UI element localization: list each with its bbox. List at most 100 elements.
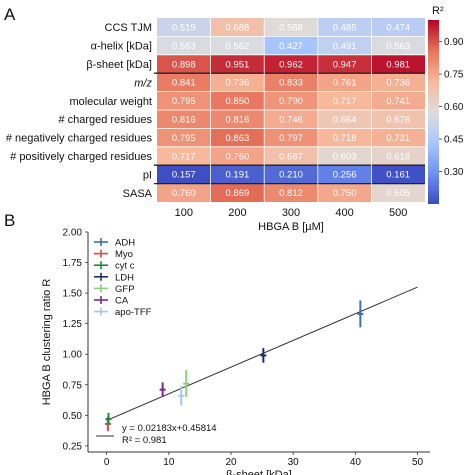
heatmap-cell-value: 0.816 xyxy=(172,115,196,126)
heatmap-cell xyxy=(264,18,318,37)
heatmap-cell-value: 0.812 xyxy=(279,188,303,199)
heatmap-cell-value: 0.485 xyxy=(333,23,357,34)
heatmap-cell-value: 0.603 xyxy=(333,151,357,162)
colorbar-tick-label: 0.75 xyxy=(444,70,464,81)
colorbar-tick-label: 0.45 xyxy=(444,135,464,146)
heatmap-cell-value: 0.588 xyxy=(279,23,303,34)
heatmap-cell xyxy=(371,73,425,92)
heatmap-cell xyxy=(210,36,265,55)
x-tick-label: 20 xyxy=(225,457,237,468)
heatmap-cell xyxy=(157,54,211,74)
heatmap-cell-value: 0.717 xyxy=(172,151,196,162)
legend-entry: GFP xyxy=(115,284,135,295)
heatmap-cell-value: 0.898 xyxy=(172,59,196,70)
heatmap-cell-value: 0.731 xyxy=(386,133,410,144)
heatmap-cell-value: 0.210 xyxy=(279,170,303,181)
x-tick-label: 30 xyxy=(288,457,300,468)
heatmap-cell-value: 0.191 xyxy=(226,170,250,181)
colorbar-label: R² xyxy=(432,5,444,17)
y-tick-label: 2.00 xyxy=(63,228,83,239)
heatmap-cell xyxy=(210,73,265,92)
heatmap-cell xyxy=(210,146,265,166)
heatmap-cell xyxy=(157,146,211,166)
legend-entry: cyt c xyxy=(115,261,135,272)
heatmap-cell-value: 0.760 xyxy=(172,188,196,199)
heatmap-row-label: SASA xyxy=(123,188,153,200)
heatmap-row-label: CCS TJM xyxy=(105,22,152,34)
heatmap-cell xyxy=(157,18,211,37)
heatmap-cell xyxy=(317,36,372,55)
heatmap-cell-value: 0.962 xyxy=(279,59,303,70)
heatmap-cell-value: 0.841 xyxy=(172,78,196,89)
heatmap-cell-value: 0.795 xyxy=(172,96,196,107)
heatmap-row-label: α-helix [kDa] xyxy=(91,41,152,53)
heatmap-cell-value: 0.161 xyxy=(386,170,410,181)
x-tick-label: 10 xyxy=(163,457,175,468)
heatmap-cell xyxy=(371,18,425,37)
heatmap-cell xyxy=(157,73,211,92)
heatmap-cell xyxy=(264,36,318,55)
y-tick-label: 0.25 xyxy=(63,441,83,452)
heatmap-cell xyxy=(264,110,318,129)
fit-line xyxy=(106,286,418,421)
heatmap-cell-value: 0.427 xyxy=(279,41,303,52)
y-tick-label: 1.75 xyxy=(63,258,83,269)
heatmap-x-tick-label: 400 xyxy=(335,207,353,219)
x-tick-label: 50 xyxy=(412,457,424,468)
heatmap-row-label: molecular weight xyxy=(69,96,152,108)
heatmap-cell xyxy=(371,165,425,184)
heatmap-cell-value: 0.761 xyxy=(333,78,357,89)
heatmap-cell-value: 0.869 xyxy=(226,188,250,199)
heatmap-cell-value: 0.746 xyxy=(279,115,303,126)
scatter-plot: 0 10 20 30 40 50 0.25 0.50 0.75 1.00 1.25 1.50 1.75 2… xyxy=(41,228,430,475)
x-axis-label: β-sheet [kDa] xyxy=(226,469,292,475)
heatmap-cell xyxy=(264,165,318,184)
heatmap-cell-value: 0.833 xyxy=(279,78,303,89)
heatmap-cell xyxy=(317,165,372,184)
heatmap-cell-value: 0.256 xyxy=(333,170,357,181)
heatmap-cell xyxy=(157,165,211,184)
heatmap-x-axis-label: HBGA B [µM] xyxy=(258,221,324,233)
heatmap-cell xyxy=(157,36,211,55)
heatmap-cell-value: 0.797 xyxy=(279,133,303,144)
heatmap-cell xyxy=(264,91,318,110)
heatmap-cell-value: 0.795 xyxy=(172,133,196,144)
legend-entry: Myo xyxy=(115,249,133,260)
heatmap-cell-value: 0.688 xyxy=(226,23,250,34)
heatmap-cell-value: 0.618 xyxy=(386,151,410,162)
heatmap-cell-value: 0.981 xyxy=(386,59,410,70)
heatmap-cell-value: 0.816 xyxy=(226,115,250,126)
heatmap-cell xyxy=(317,18,372,37)
heatmap-cell xyxy=(264,146,318,166)
heatmap-cell xyxy=(157,128,211,147)
heatmap-cell xyxy=(371,91,425,110)
heatmap-cell xyxy=(371,36,425,55)
heatmap-cell xyxy=(210,110,265,129)
heatmap-cell xyxy=(317,128,372,147)
heatmap-cell-value: 0.736 xyxy=(386,78,410,89)
colorbar-tick-label: 0.90 xyxy=(444,37,464,48)
heatmap-cell-value: 0.760 xyxy=(226,151,250,162)
legend-entry: apo-TFF xyxy=(115,307,152,318)
heatmap-cell xyxy=(317,73,372,92)
heatmap-row-label: β-sheet [kDa] xyxy=(86,59,152,71)
heatmap-cell xyxy=(264,183,318,202)
heatmap-cell xyxy=(157,183,211,202)
heatmap-cell xyxy=(371,54,425,74)
colorbar-tick-label: 0.60 xyxy=(444,102,464,113)
heatmap-cell-value: 0.562 xyxy=(226,41,250,52)
x-tick-label: 0 xyxy=(104,457,110,468)
y-axis-label: HBGA B clustering ratio R xyxy=(41,279,53,406)
heatmap-cell-value: 0.947 xyxy=(333,59,357,70)
legend-entry: CA xyxy=(115,296,129,307)
heatmap-cell xyxy=(210,54,265,74)
heatmap-cell xyxy=(317,110,372,129)
heatmap-cell-value: 0.519 xyxy=(172,23,196,34)
heatmap-cell xyxy=(371,146,425,166)
heatmap: 0.519 0.688 0.588 0.485 0.474 CCS TJM 0.563 0.5… xyxy=(6,18,425,233)
heatmap-cell-value: 0.605 xyxy=(386,188,410,199)
heatmap-cell-value: 0.750 xyxy=(333,188,357,199)
heatmap-cell xyxy=(157,91,211,110)
heatmap-cell xyxy=(157,110,211,129)
